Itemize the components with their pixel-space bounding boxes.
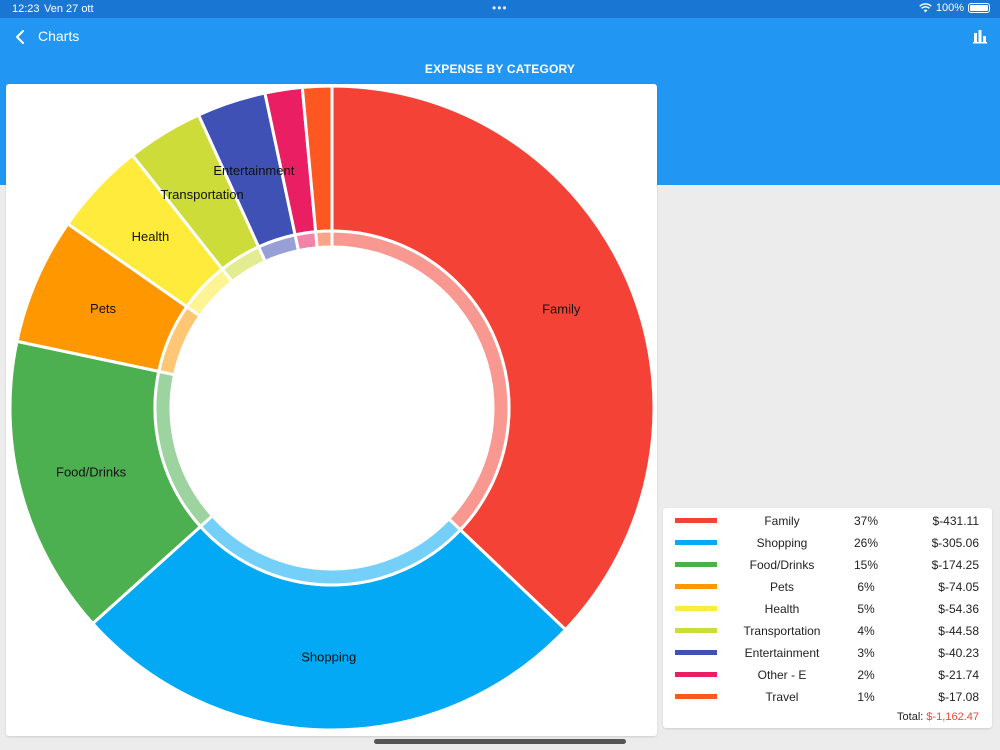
slice-travel[interactable]	[300, 84, 334, 250]
slice-label: Pets	[90, 301, 117, 316]
legend-percent: 6%	[857, 580, 875, 594]
legend-amount: $-17.08	[938, 690, 979, 704]
status-date: Ven 27 ott	[44, 3, 94, 15]
legend-swatch	[675, 606, 717, 611]
legend-swatch	[675, 628, 717, 633]
wifi-icon	[919, 3, 932, 13]
legend-row[interactable]: Shopping 26% $-305.06	[663, 532, 992, 554]
bar-chart-icon	[973, 30, 987, 44]
legend-percent: 37%	[853, 514, 879, 528]
legend-swatch	[675, 650, 717, 655]
legend-row[interactable]: Transportation 4% $-44.58	[663, 620, 992, 642]
legend-category-name: Entertainment	[744, 646, 820, 660]
legend-swatch	[675, 562, 717, 567]
back-button[interactable]	[8, 26, 32, 48]
status-indicators: 100%	[919, 2, 990, 14]
slice-label: Entertainment	[213, 163, 294, 178]
legend-percent: 26%	[853, 536, 879, 550]
legend-category-name: Travel	[765, 690, 799, 704]
slice-inner-ring	[314, 229, 334, 250]
chart-type-button[interactable]	[972, 28, 988, 44]
slice-label: Transportation	[160, 187, 243, 202]
multitasking-dots[interactable]: •••	[492, 1, 508, 15]
slice-label: Health	[132, 229, 170, 244]
slice-family[interactable]	[330, 84, 656, 632]
legend-percent: 2%	[857, 668, 875, 682]
page-title: Charts	[38, 28, 80, 44]
slice-label: Family	[542, 302, 581, 317]
legend-category-name: Shopping	[756, 536, 808, 550]
donut-chart[interactable]: Family Shopping Food/Drinks Pets Health Trans…	[6, 84, 657, 736]
slice-shopping[interactable]	[90, 513, 568, 732]
legend-row[interactable]: Family 37% $-431.11	[663, 510, 992, 532]
chevron-left-icon	[16, 30, 24, 44]
legend-amount: $-431.11	[932, 514, 979, 528]
legend-amount: $-21.74	[938, 668, 979, 682]
legend-category-name: Food/Drinks	[749, 558, 815, 572]
legend-row[interactable]: Entertainment 3% $-40.23	[663, 642, 992, 664]
legend-swatch	[675, 584, 717, 589]
legend-total: Total: $-1,162.47	[897, 711, 979, 723]
legend-percent: 4%	[857, 624, 875, 638]
legend-swatch	[675, 518, 717, 523]
legend-percent: 15%	[853, 558, 879, 572]
legend-swatch	[675, 540, 717, 545]
legend-row[interactable]: Food/Drinks 15% $-174.25	[663, 554, 992, 576]
legend-amount: $-305.06	[931, 536, 979, 550]
battery-icon	[968, 3, 990, 13]
slice-label: Shopping	[301, 649, 356, 664]
legend-percent: 5%	[857, 602, 875, 616]
legend-percent: 1%	[857, 690, 875, 704]
legend-amount: $-74.05	[938, 580, 979, 594]
legend-category-name: Family	[764, 514, 800, 528]
legend-swatch	[675, 672, 717, 677]
legend-category-name: Other - E	[757, 668, 807, 682]
legend-row[interactable]: Pets 6% $-74.05	[663, 576, 992, 598]
legend-amount: $-44.58	[938, 624, 979, 638]
chart-card: Family Shopping Food/Drinks Pets Health Trans…	[6, 84, 657, 736]
legend-amount: $-174.25	[931, 558, 979, 572]
legend-category-name: Health	[764, 602, 800, 616]
status-time: 12:23	[12, 3, 40, 15]
legend-row[interactable]: Other - E 2% $-21.74	[663, 664, 992, 686]
slice-pets[interactable]	[15, 221, 203, 377]
legend-row[interactable]: Health 5% $-54.36	[663, 598, 992, 620]
legend-amount: $-54.36	[938, 602, 979, 616]
total-label: Total:	[897, 711, 924, 723]
slice-label: Food/Drinks	[56, 465, 127, 480]
legend-row[interactable]: Travel 1% $-17.08	[663, 686, 992, 708]
chart-title: EXPENSE BY CATEGORY	[424, 62, 576, 76]
slice-inner-ring	[293, 230, 319, 253]
legend-percent: 3%	[857, 646, 875, 660]
legend-swatch	[675, 694, 717, 699]
total-value: $-1,162.47	[926, 711, 979, 723]
battery-percent: 100%	[935, 2, 964, 14]
legend-card: Family 37% $-431.11 Shopping 26% $-305.06 Food…	[663, 508, 992, 728]
legend-category-name: Transportation	[743, 624, 821, 638]
home-indicator[interactable]	[374, 739, 626, 744]
legend-amount: $-40.23	[938, 646, 979, 660]
legend-category-name: Pets	[769, 580, 794, 594]
status-bar: 12:23 Ven 27 ott ••• 100%	[0, 0, 1000, 18]
